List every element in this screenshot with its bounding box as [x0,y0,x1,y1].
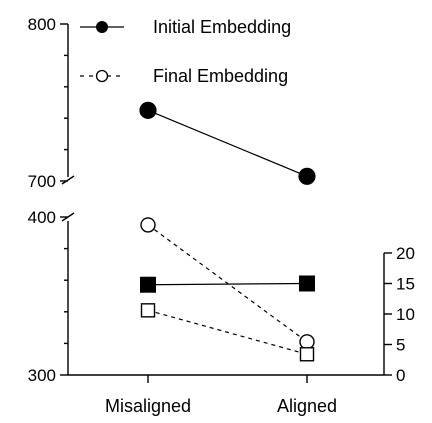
data-point-open-square [140,303,156,318]
x-category-label: Aligned [277,396,337,416]
data-point-filled-circle [139,101,157,119]
left-tick-label: 800 [28,15,56,34]
right-tick-label: 20 [396,244,415,263]
data-point-open-circle [299,334,315,350]
right-tick-label: 10 [396,305,415,324]
right-tick-label: 15 [396,275,415,294]
data-point-filled-square [299,275,315,292]
series-line [147,109,308,177]
series-line [147,309,308,355]
series-line [147,282,308,286]
legend-marker-filled-circle [96,21,108,33]
legend-marker-open-circle [95,69,109,83]
data-point-open-square [299,347,315,362]
series-line [147,224,308,343]
data-point-open-circle [140,217,156,233]
axis-break-mark-upper [61,175,75,185]
legend-label: Final Embedding [153,66,288,86]
data-point-filled-square [140,276,156,293]
left-tick-label: 300 [28,366,56,385]
legend-label: Initial Embedding [153,17,291,37]
x-category-label: Misaligned [105,396,191,416]
left-tick-label: 700 [28,172,56,191]
data-point-filled-circle [298,167,316,185]
left-tick-label: 400 [28,208,56,227]
right-tick-label: 0 [396,366,405,385]
right-tick-label: 5 [396,336,405,355]
